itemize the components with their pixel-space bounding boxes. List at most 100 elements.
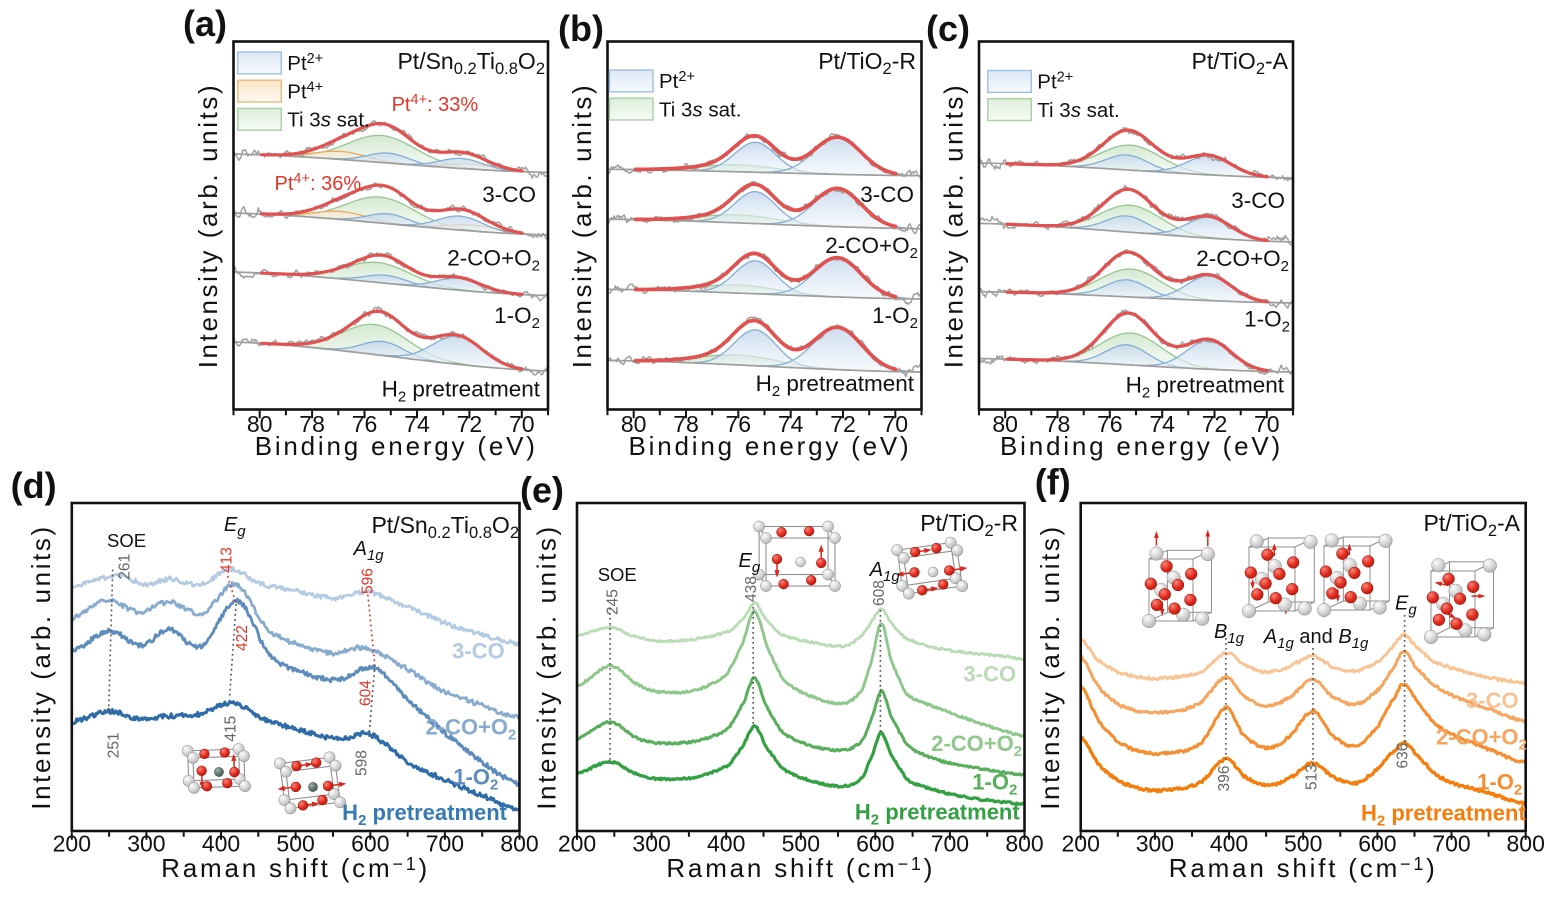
svg-text:Intensity (arb. units): Intensity (arb. units) (193, 83, 223, 369)
svg-text:608: 608 (871, 580, 888, 606)
svg-text:(e): (e) (520, 470, 564, 511)
svg-text:H2​ pretreatment: H2​ pretreatment (342, 800, 508, 829)
svg-text:H2​ pretreatment: H2​ pretreatment (1361, 800, 1527, 829)
svg-text:600: 600 (351, 831, 389, 857)
svg-text:78: 78 (673, 411, 699, 437)
svg-text:H2​ pretreatment: H2​ pretreatment (756, 371, 915, 400)
svg-text:H2​ pretreatment: H2​ pretreatment (855, 799, 1021, 828)
svg-text:Binding energy (eV): Binding energy (eV) (1000, 431, 1283, 461)
svg-text:Eg: Eg (224, 514, 246, 540)
svg-text:415: 415 (223, 716, 240, 742)
svg-text:(d): (d) (11, 465, 57, 506)
svg-text:80: 80 (621, 411, 647, 437)
svg-text:74: 74 (778, 411, 804, 437)
svg-text:300: 300 (632, 831, 670, 857)
svg-text:Binding energy (eV): Binding energy (eV) (629, 431, 912, 461)
svg-text:200: 200 (1062, 831, 1100, 857)
svg-text:3-CO: 3-CO (482, 182, 536, 207)
svg-text:596: 596 (360, 568, 377, 594)
svg-text:SOE: SOE (598, 564, 637, 585)
svg-text:Pt4+​: 33%: Pt4+​: 33% (392, 92, 479, 116)
svg-text:2-CO+O2​: 2-CO+O2​ (447, 246, 540, 275)
svg-text:72: 72 (1202, 411, 1228, 437)
svg-text:2-CO+O2​: 2-CO+O2​ (825, 233, 918, 262)
svg-text:2-CO+O2​: 2-CO+O2​ (1436, 725, 1527, 754)
svg-text:80: 80 (247, 411, 273, 437)
svg-text:800: 800 (1005, 831, 1043, 857)
svg-text:Intensity (arb. units): Intensity (arb. units) (26, 524, 56, 810)
svg-text:(a): (a) (183, 3, 227, 44)
svg-text:800: 800 (1507, 831, 1545, 857)
svg-text:3-CO: 3-CO (1231, 188, 1285, 213)
svg-text:245: 245 (605, 589, 622, 615)
svg-text:2-CO+O2​: 2-CO+O2​ (1196, 246, 1289, 275)
svg-text:600: 600 (856, 831, 894, 857)
svg-text:200: 200 (558, 831, 596, 857)
svg-text:Pt4+​: 36%: Pt4+​: 36% (275, 171, 362, 195)
svg-text:300: 300 (127, 831, 165, 857)
svg-text:700: 700 (931, 831, 969, 857)
svg-text:76: 76 (1097, 411, 1123, 437)
svg-text:H2​ pretreatment: H2​ pretreatment (1126, 373, 1285, 402)
svg-text:200: 200 (53, 831, 91, 857)
svg-text:3-CO: 3-CO (860, 182, 914, 207)
svg-text:A1g: A1g (869, 559, 901, 585)
svg-text:396: 396 (1216, 765, 1233, 791)
svg-text:513: 513 (1304, 764, 1321, 790)
svg-text:2-CO+O2​: 2-CO+O2​ (426, 715, 517, 744)
svg-text:800: 800 (500, 831, 538, 857)
svg-text:70: 70 (1254, 411, 1280, 437)
svg-text:2-CO+O2​: 2-CO+O2​ (931, 731, 1022, 760)
svg-text:500: 500 (1284, 831, 1322, 857)
svg-text:Ti 3s sat.: Ti 3s sat. (659, 98, 741, 121)
svg-text:598: 598 (354, 750, 371, 776)
svg-text:(b): (b) (558, 8, 604, 49)
svg-text:Intensity (arb. units): Intensity (arb. units) (567, 83, 597, 369)
svg-text:600: 600 (1358, 831, 1396, 857)
svg-text:700: 700 (1432, 831, 1470, 857)
svg-text:Ti 3s sat.: Ti 3s sat. (1037, 99, 1119, 122)
svg-text:72: 72 (830, 411, 856, 437)
svg-text:604: 604 (358, 680, 375, 706)
svg-text:72: 72 (457, 411, 483, 437)
svg-text:400: 400 (202, 831, 240, 857)
svg-text:Intensity (arb. units): Intensity (arb. units) (532, 524, 562, 810)
svg-text:Raman shift (cm−1​): Raman shift (cm−1​) (161, 853, 430, 883)
svg-text:74: 74 (404, 411, 430, 437)
svg-text:(c): (c) (926, 8, 970, 49)
svg-text:400: 400 (707, 831, 745, 857)
svg-text:413: 413 (219, 547, 236, 573)
svg-text:A1g: A1g (353, 538, 385, 564)
svg-text:Raman shift (cm−1​): Raman shift (cm−1​) (666, 853, 935, 883)
svg-text:70: 70 (883, 411, 909, 437)
svg-text:76: 76 (726, 411, 752, 437)
svg-text:Pt/TiO2​-R: Pt/TiO2​-R (818, 48, 916, 78)
svg-text:300: 300 (1136, 831, 1174, 857)
svg-text:251: 251 (106, 732, 123, 758)
svg-text:700: 700 (426, 831, 464, 857)
svg-text:SOE: SOE (107, 530, 146, 551)
svg-text:Pt/TiO2​-R: Pt/TiO2​-R (920, 510, 1018, 540)
svg-text:3-CO: 3-CO (964, 662, 1017, 687)
svg-text:B1g: B1g (1214, 621, 1245, 647)
svg-text:400: 400 (1210, 831, 1248, 857)
svg-text:Pt/TiO2​-A: Pt/TiO2​-A (1423, 510, 1520, 540)
svg-text:80: 80 (992, 411, 1018, 437)
svg-text:Ti 3s sat.: Ti 3s sat. (287, 109, 369, 132)
svg-text:Intensity (arb. units): Intensity (arb. units) (1035, 524, 1065, 810)
svg-text:78: 78 (299, 411, 325, 437)
svg-text:500: 500 (782, 831, 820, 857)
svg-text:Eg: Eg (1395, 593, 1417, 619)
svg-text:76: 76 (352, 411, 378, 437)
svg-text:500: 500 (276, 831, 314, 857)
svg-text:78: 78 (1045, 411, 1071, 437)
svg-text:Pt/TiO2​-A: Pt/TiO2​-A (1191, 48, 1288, 78)
svg-text:261: 261 (117, 554, 134, 580)
svg-text:H2​ pretreatment: H2​ pretreatment (382, 377, 541, 406)
svg-text:Raman shift (cm−1​): Raman shift (cm−1​) (1169, 853, 1438, 883)
svg-text:(f): (f) (1035, 462, 1071, 503)
svg-text:Binding energy (eV): Binding energy (eV) (255, 431, 538, 461)
svg-text:422: 422 (234, 625, 251, 651)
svg-text:74: 74 (1149, 411, 1175, 437)
svg-text:3-CO: 3-CO (1466, 688, 1519, 713)
